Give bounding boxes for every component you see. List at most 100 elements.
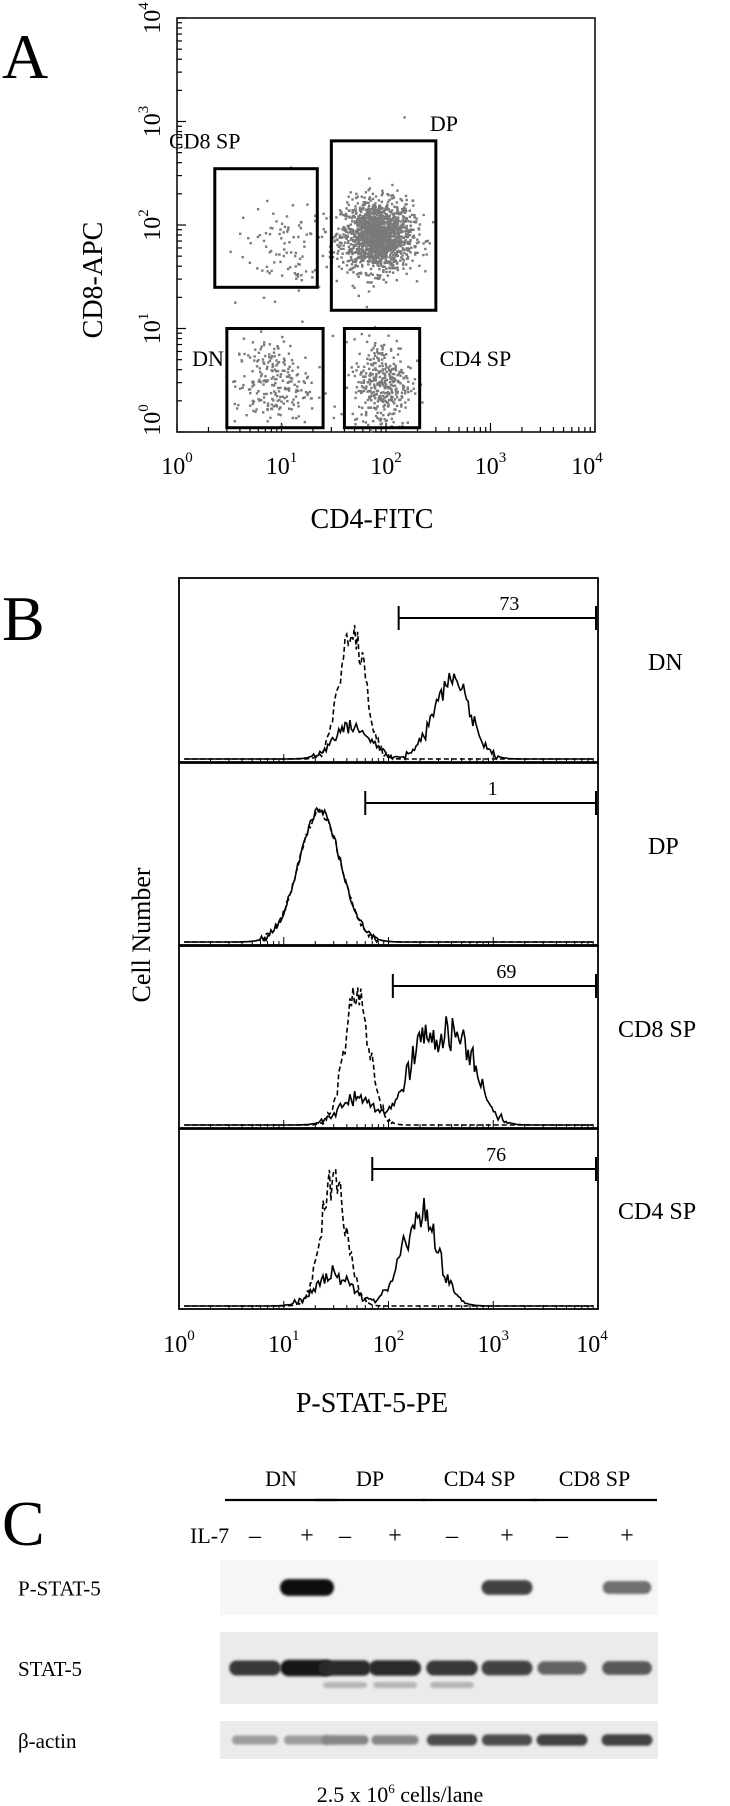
scatter-dot: [268, 272, 271, 275]
scatter-dot: [243, 375, 246, 378]
scatter-dot: [391, 183, 394, 187]
scatter-dot: [395, 396, 399, 399]
scatter-dot: [368, 395, 371, 399]
scatter-dot: [264, 375, 267, 378]
scatter-dot: [394, 369, 398, 372]
scatter-dot: [385, 229, 388, 232]
scatter-dot: [346, 241, 350, 244]
scatter-dot: [368, 334, 371, 337]
scatter-dot: [372, 249, 375, 253]
scatter-dot: [383, 235, 386, 238]
scatter-dot: [295, 388, 298, 392]
scatter-dot: [406, 240, 410, 244]
scatter-dot: [374, 224, 378, 227]
scatter-dot: [322, 228, 325, 231]
scatter-dot: [390, 252, 393, 255]
histogram-dp: 1 DP: [178, 762, 679, 946]
scatter-dot: [407, 232, 410, 235]
scatter-dot: [361, 247, 364, 250]
scatter-dot: [383, 223, 386, 226]
scatter-dot: [362, 236, 365, 239]
scatter-dot: [378, 375, 382, 379]
scatter-dot: [340, 256, 343, 259]
panel-b-x-tick-label: 103: [478, 1328, 510, 1358]
scatter-dot: [377, 264, 380, 268]
scatter-dot: [377, 199, 381, 202]
scatter-dot: [372, 347, 375, 350]
scatter-dot: [415, 280, 419, 283]
scatter-dot: [401, 230, 405, 233]
scatter-dot: [421, 401, 424, 404]
scatter-dot: [346, 260, 350, 263]
scatter-dot: [376, 356, 379, 359]
scatter-dot: [408, 234, 412, 237]
scatter-dot: [374, 255, 378, 258]
blot-band: [426, 1734, 478, 1746]
scatter-dot: [404, 375, 407, 378]
scatter-dot: [325, 265, 328, 269]
blot-band: [321, 1735, 369, 1745]
scatter-dot: [383, 396, 386, 399]
scatter-dot: [379, 381, 382, 385]
scatter-dot: [279, 406, 282, 409]
scatter-dot: [399, 398, 402, 401]
scatter-dot: [366, 281, 369, 284]
scatter-dot: [311, 407, 314, 410]
scatter-dot: [377, 277, 380, 280]
scatter-dot: [345, 340, 348, 344]
scatter-dot: [371, 220, 374, 224]
scatter-dot: [263, 401, 266, 404]
scatter-dot: [286, 230, 289, 233]
scatter-dot: [318, 366, 321, 369]
lane-sign: +: [300, 1523, 314, 1549]
scatter-dot: [366, 228, 370, 232]
scatter-dot: [351, 239, 355, 242]
scatter-dot: [265, 265, 269, 269]
scatter-dot: [401, 247, 404, 250]
scatter-dot: [351, 198, 354, 201]
scatter-dot: [257, 397, 260, 401]
scatter-dot: [373, 212, 377, 216]
scatter-dot: [378, 211, 381, 214]
scatter-dot: [379, 249, 383, 252]
scatter-dot: [342, 260, 345, 264]
scatter-dot: [358, 234, 361, 237]
scatter-dot: [375, 210, 379, 213]
scatter-dot: [378, 352, 381, 355]
scatter-dot: [290, 377, 294, 380]
scatter-dot: [375, 372, 378, 376]
scatter-dot: [361, 406, 364, 410]
scatter-dot: [382, 270, 385, 274]
scatter-dot: [251, 341, 255, 344]
scatter-dot: [301, 320, 304, 323]
scatter-dot: [401, 371, 405, 375]
scatter-dot: [365, 385, 368, 388]
scatter-dot: [381, 249, 385, 253]
scatter-dot: [355, 242, 359, 245]
scatter-dot: [372, 260, 375, 263]
scatter-dot: [406, 234, 410, 237]
scatter-dot: [407, 398, 410, 401]
scatter-dot: [275, 377, 278, 381]
scatter-dot: [394, 252, 397, 255]
scatter-dot: [378, 204, 381, 208]
scatter-dot: [373, 379, 377, 382]
scatter-dot: [274, 370, 278, 373]
scatter-dot: [291, 362, 295, 365]
blot-band: [537, 1661, 587, 1675]
scatter-dot: [390, 197, 394, 200]
scatter-dot: [361, 250, 364, 253]
scatter-dot: [386, 217, 389, 220]
scatter-dot: [389, 370, 392, 374]
scatter-dot: [396, 390, 399, 393]
group-header-cd4-sp: CD4 SP: [444, 1466, 516, 1491]
scatter-dot: [354, 205, 357, 208]
scatter-dot: [397, 226, 400, 229]
scatter-dot: [376, 350, 379, 354]
scatter-dot: [388, 215, 391, 218]
scatter-dot: [365, 216, 368, 219]
scatter-dot: [263, 392, 266, 396]
scatter-dot: [360, 413, 363, 416]
scatter-dot: [365, 226, 368, 229]
scatter-dot: [400, 229, 403, 232]
